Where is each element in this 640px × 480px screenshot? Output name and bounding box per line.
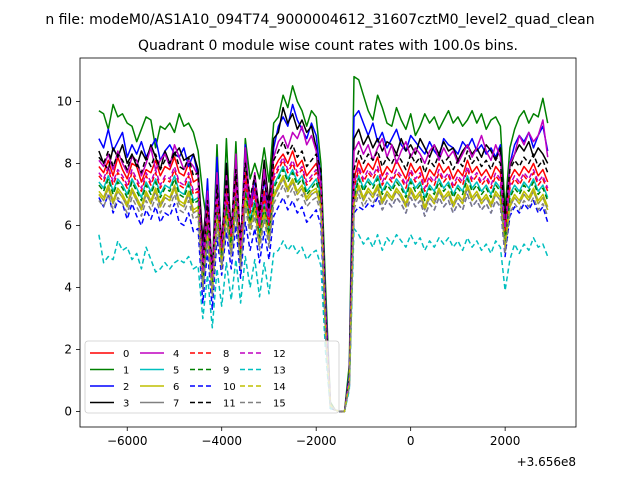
figure-suptitle: n file: modeM0/AS1A10_094T74_9000004612_… xyxy=(45,12,594,28)
x-tick-label: −2000 xyxy=(296,434,337,448)
legend-label-11: 11 xyxy=(223,399,236,410)
x-tick-label: −6000 xyxy=(107,434,148,448)
legend-label-14: 14 xyxy=(273,382,286,393)
legend-label-2: 2 xyxy=(123,382,129,393)
x-axis: −6000 −4000 −2000 0 2000 xyxy=(107,427,520,448)
plot-area xyxy=(79,57,577,428)
legend-label-0: 0 xyxy=(123,349,129,360)
axes-frame xyxy=(79,57,577,428)
y-tick-label: 0 xyxy=(64,404,72,418)
x-axis-offset-label: +3.656e8 xyxy=(517,455,576,469)
series-line-13 xyxy=(98,227,549,413)
legend-label-10: 10 xyxy=(223,382,236,393)
legend-label-4: 4 xyxy=(173,349,179,360)
y-tick-label: 6 xyxy=(64,218,72,232)
legend-label-3: 3 xyxy=(123,399,129,410)
x-tick-label: 2000 xyxy=(490,434,521,448)
legend-label-1: 1 xyxy=(123,366,129,377)
legend-box xyxy=(84,340,340,414)
y-tick-label: 8 xyxy=(64,156,72,170)
chart-title: Quadrant 0 module wise count rates with … xyxy=(138,38,518,54)
legend-label-7: 7 xyxy=(173,399,179,410)
series-line-15 xyxy=(98,184,549,413)
legend-label-15: 15 xyxy=(273,399,286,410)
legend-label-6: 6 xyxy=(173,382,179,393)
legend-label-12: 12 xyxy=(273,349,286,360)
legend-label-8: 8 xyxy=(223,349,229,360)
y-tick-label: 4 xyxy=(64,280,72,294)
y-tick-label: 10 xyxy=(57,94,72,108)
legend-label-5: 5 xyxy=(173,366,179,377)
legend-label-9: 9 xyxy=(223,366,229,377)
x-tick-label: −4000 xyxy=(201,434,242,448)
y-tick-label: 2 xyxy=(64,342,72,356)
series-layer xyxy=(98,75,549,413)
y-axis: 0 2 4 6 8 10 xyxy=(57,94,80,418)
legend-label-13: 13 xyxy=(273,366,286,377)
x-tick-label: 0 xyxy=(407,434,415,448)
series-line-12 xyxy=(98,156,549,413)
